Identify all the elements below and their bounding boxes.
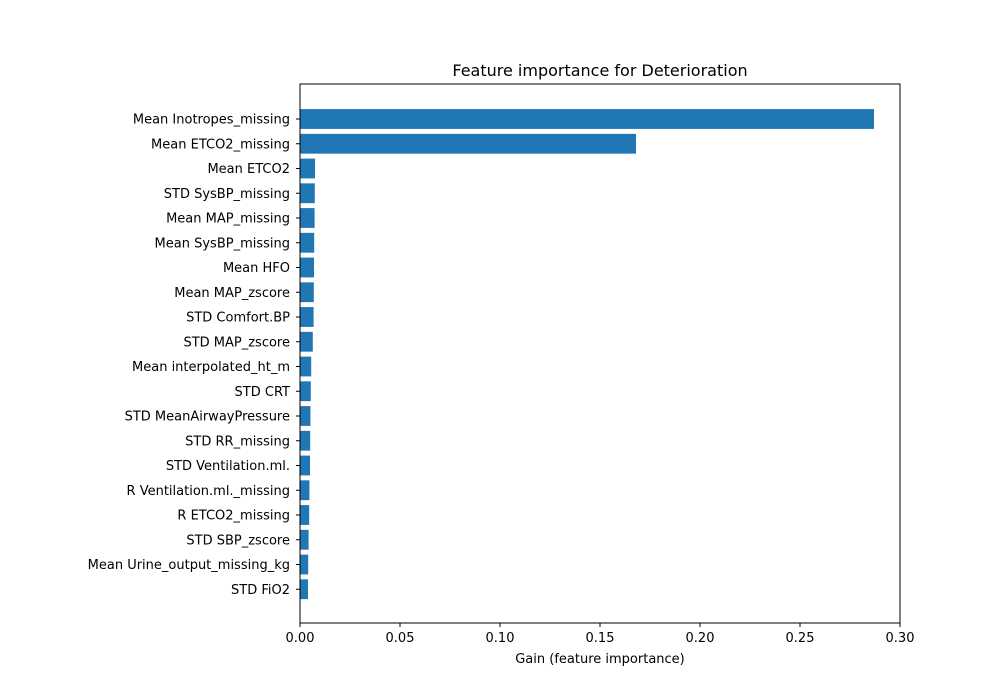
- bar: [300, 430, 311, 451]
- y-tick-label: STD Comfort.BP: [186, 311, 290, 326]
- bar: [300, 455, 310, 476]
- x-tick-label: 0.20: [686, 631, 715, 646]
- bar: [300, 529, 309, 550]
- y-tick-label: STD CRT: [235, 385, 290, 400]
- y-tick-label: STD RR_missing: [185, 434, 290, 449]
- chart-title: Feature importance for Deterioration: [452, 61, 747, 80]
- x-tick-label: 0.25: [786, 631, 815, 646]
- y-tick-label: STD MAP_zscore: [183, 335, 290, 350]
- y-tick-label: Mean Inotropes_missing: [133, 113, 290, 128]
- bar: [300, 232, 315, 253]
- bar: [300, 183, 315, 204]
- y-tick-label: Mean interpolated_ht_m: [132, 360, 290, 375]
- bar: [300, 133, 636, 154]
- y-tick-label: STD SysBP_missing: [164, 187, 290, 202]
- x-tick-label: 0.00: [286, 631, 315, 646]
- y-tick-label: STD SBP_zscore: [186, 533, 290, 548]
- x-tick-label: 0.15: [586, 631, 615, 646]
- bar: [300, 257, 314, 278]
- bar: [300, 109, 874, 129]
- bars-group: [300, 109, 874, 600]
- x-tick-label: 0.10: [486, 631, 515, 646]
- bar: [300, 505, 310, 525]
- y-tick-label: Mean Urine_output_missing_kg: [88, 558, 290, 573]
- bar: [300, 406, 311, 426]
- y-tick-label: R Ventilation.ml._missing: [127, 484, 290, 499]
- y-tick-label: STD MeanAirwayPressure: [125, 410, 290, 425]
- y-tick-label: R ETCO2_missing: [177, 509, 290, 524]
- plot-frame: [299, 83, 901, 624]
- y-tick-label: STD Ventilation.ml.: [166, 459, 290, 474]
- bar: [300, 554, 309, 575]
- y-tick-label: Mean ETCO2: [207, 162, 290, 177]
- bar: [300, 480, 310, 501]
- bar: [300, 307, 314, 327]
- x-axis-label: Gain (feature importance): [515, 652, 685, 667]
- y-tick-label: Mean SysBP_missing: [155, 236, 290, 251]
- y-tick-label: Mean ETCO2_missing: [151, 137, 290, 152]
- y-tick-label: Mean MAP_missing: [166, 212, 290, 227]
- x-tick-label: 0.05: [386, 631, 415, 646]
- bar: [300, 331, 313, 352]
- bar: [300, 208, 315, 228]
- y-tick-label: STD FiO2: [231, 583, 290, 598]
- bar: [300, 579, 308, 600]
- y-tick-label: Mean MAP_zscore: [174, 286, 290, 301]
- bar: [300, 381, 311, 402]
- x-tick-label: 0.30: [886, 631, 915, 646]
- bar: [300, 282, 314, 303]
- bar: [300, 158, 315, 179]
- y-tick-label: Mean HFO: [223, 261, 290, 276]
- y-axis-ticks: Mean Inotropes_missing Mean ETCO2_missing…: [88, 113, 300, 598]
- x-axis-ticks: 0.00 0.05 0.10 0.15 0.20 0.25 0.30: [286, 623, 915, 646]
- bar: [300, 356, 312, 377]
